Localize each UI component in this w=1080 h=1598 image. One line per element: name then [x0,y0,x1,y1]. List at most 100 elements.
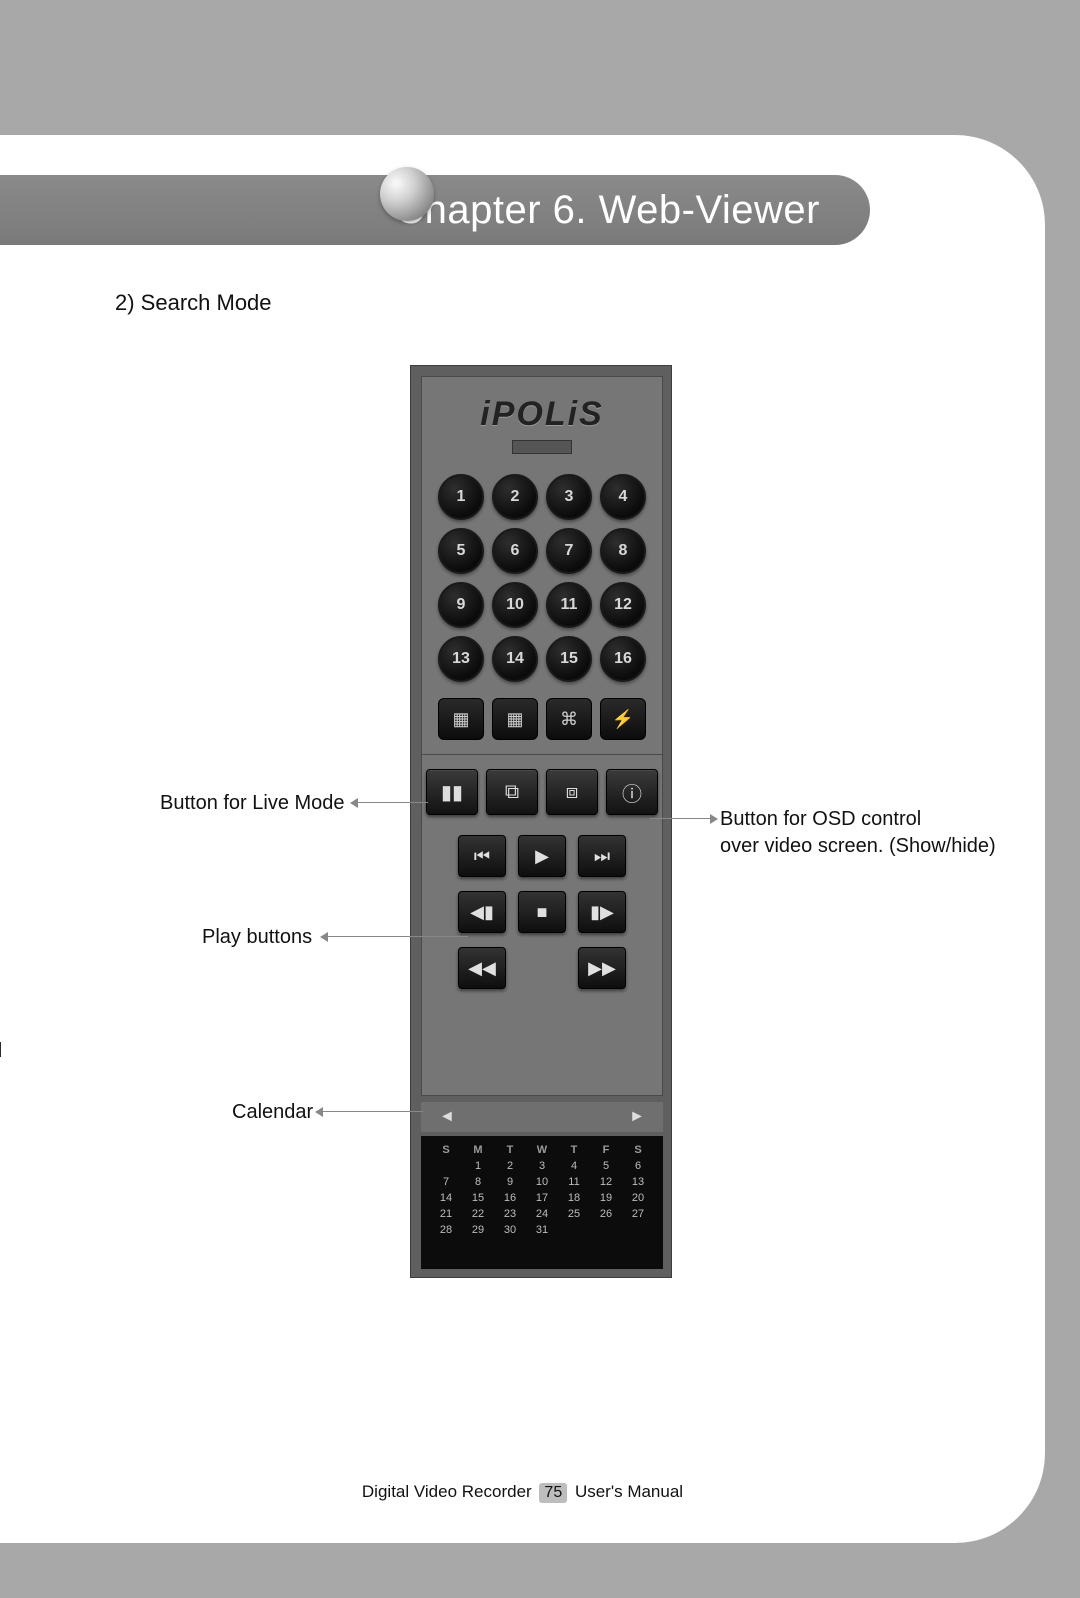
calendar-widget[interactable]: SMTWTFS123456789101112131415161718192021… [421,1136,663,1269]
calendar-day-cell[interactable]: 21 [431,1208,461,1220]
calendar-next-icon[interactable]: ► [629,1108,645,1126]
calendar-day-header: M [463,1144,493,1156]
channel-button[interactable]: 13 [438,636,484,682]
calendar-day-cell[interactable]: 16 [495,1192,525,1204]
calendar-day-cell[interactable]: 25 [559,1208,589,1220]
calendar-day-cell [559,1224,589,1236]
calendar-day-cell[interactable]: 27 [623,1208,653,1220]
page-number: 75 [539,1483,567,1503]
calendar-day-cell[interactable]: 24 [527,1208,557,1220]
calendar-day-cell[interactable]: 5 [591,1160,621,1172]
stop-button[interactable]: ■ [518,891,566,933]
layout-mode-row: ▦ ▦ ⌘ ⚡ [438,698,646,740]
control-buttons-row: ▮▮ ⧉ ⧈ ⓘ [427,769,657,815]
calendar-day-cell[interactable]: 19 [591,1192,621,1204]
arrow-icon [358,802,428,803]
calendar-day-cell[interactable]: 7 [431,1176,461,1188]
play-row: ◀◀ ▶▶ [458,947,626,989]
calendar-day-cell[interactable]: 10 [527,1176,557,1188]
calendar-day-cell[interactable]: 18 [559,1192,589,1204]
cutoff-text: ed [0,1040,2,1063]
channel-button[interactable]: 8 [600,528,646,574]
calendar-day-header: S [623,1144,653,1156]
calendar-day-header: S [431,1144,461,1156]
osd-toggle-button[interactable]: ⓘ [606,769,658,815]
calendar-day-cell[interactable]: 26 [591,1208,621,1220]
layout-mode-button[interactable]: ⌘ [546,698,592,740]
chapter-sphere-icon [380,167,434,221]
channel-button[interactable]: 11 [546,582,592,628]
calendar-day-header: T [495,1144,525,1156]
live-mode-button[interactable]: ▮▮ [426,769,478,815]
channel-number-grid: 1 2 3 4 5 6 7 8 9 10 11 12 13 14 15 16 [438,474,646,682]
channel-button[interactable]: 4 [600,474,646,520]
webviewer-panel: iPOLiS 1 2 3 4 5 6 7 8 9 10 11 12 13 14 … [410,365,672,1278]
fast-forward-button[interactable]: ▶▶ [578,947,626,989]
calendar-day-cell[interactable]: 4 [559,1160,589,1172]
arrow-icon [328,936,468,937]
calendar-day-cell[interactable]: 12 [591,1176,621,1188]
channel-button[interactable]: 1 [438,474,484,520]
ipolis-logo: iPOLiS [422,395,662,434]
calendar-day-cell[interactable]: 3 [527,1160,557,1172]
skip-back-button[interactable]: ⏮ [458,835,506,877]
calendar-day-cell[interactable]: 6 [623,1160,653,1172]
calendar-day-cell[interactable]: 9 [495,1176,525,1188]
calendar-day-cell[interactable]: 31 [527,1224,557,1236]
channel-button[interactable]: 10 [492,582,538,628]
layout-mode-button[interactable]: ▦ [492,698,538,740]
calendar-day-cell[interactable]: 30 [495,1224,525,1236]
control-button[interactable]: ⧉ [486,769,538,815]
play-row: ⏮ ▶ ⏭ [458,835,626,877]
calendar-day-cell[interactable]: 22 [463,1208,493,1220]
manual-page: Chapter 6. Web-Viewer 2) Search Mode ed … [0,135,1045,1543]
calendar-day-cell[interactable]: 11 [559,1176,589,1188]
calendar-day-cell[interactable]: 23 [495,1208,525,1220]
logo-subbar [512,440,572,454]
calendar-nav: ◄ ► [421,1102,663,1132]
channel-button[interactable]: 7 [546,528,592,574]
calendar-prev-icon[interactable]: ◄ [439,1108,455,1126]
step-forward-button[interactable]: ▮▶ [578,891,626,933]
footer-before: Digital Video Recorder [362,1482,532,1501]
rewind-button[interactable]: ◀◀ [458,947,506,989]
layout-mode-button[interactable]: ▦ [438,698,484,740]
calendar-day-cell[interactable]: 17 [527,1192,557,1204]
arrow-icon [323,1111,423,1112]
play-button[interactable]: ▶ [518,835,566,877]
play-row: ◀▮ ■ ▮▶ [458,891,626,933]
callout-osd-line1: Button for OSD control [720,808,921,831]
calendar-day-cell[interactable]: 1 [463,1160,493,1172]
step-back-button[interactable]: ◀▮ [458,891,506,933]
calendar-day-cell [623,1224,653,1236]
calendar-day-cell[interactable]: 2 [495,1160,525,1172]
calendar-day-cell[interactable]: 13 [623,1176,653,1188]
layout-mode-button[interactable]: ⚡ [600,698,646,740]
channel-button[interactable]: 6 [492,528,538,574]
calendar-day-header: F [591,1144,621,1156]
divider [422,754,662,755]
channel-button[interactable]: 2 [492,474,538,520]
arrow-icon [650,818,710,819]
channel-button[interactable]: 15 [546,636,592,682]
skip-forward-button[interactable]: ⏭ [578,835,626,877]
control-button[interactable]: ⧈ [546,769,598,815]
chapter-header: Chapter 6. Web-Viewer [0,175,870,245]
calendar-day-cell[interactable]: 28 [431,1224,461,1236]
channel-button[interactable]: 5 [438,528,484,574]
calendar-day-cell[interactable]: 20 [623,1192,653,1204]
calendar-day-cell[interactable]: 14 [431,1192,461,1204]
callout-osd-line2: over video screen. (Show/hide) [720,835,996,858]
calendar-day-cell[interactable]: 29 [463,1224,493,1236]
callout-calendar: Calendar [232,1101,313,1124]
channel-button[interactable]: 3 [546,474,592,520]
calendar-day-cell [591,1224,621,1236]
playback-controls: ⏮ ▶ ⏭ ◀▮ ■ ▮▶ ◀◀ ▶▶ [422,835,662,989]
calendar-day-cell[interactable]: 8 [463,1176,493,1188]
callout-play-buttons: Play buttons [202,926,312,949]
calendar-day-cell[interactable]: 15 [463,1192,493,1204]
channel-button[interactable]: 16 [600,636,646,682]
channel-button[interactable]: 12 [600,582,646,628]
channel-button[interactable]: 14 [492,636,538,682]
channel-button[interactable]: 9 [438,582,484,628]
